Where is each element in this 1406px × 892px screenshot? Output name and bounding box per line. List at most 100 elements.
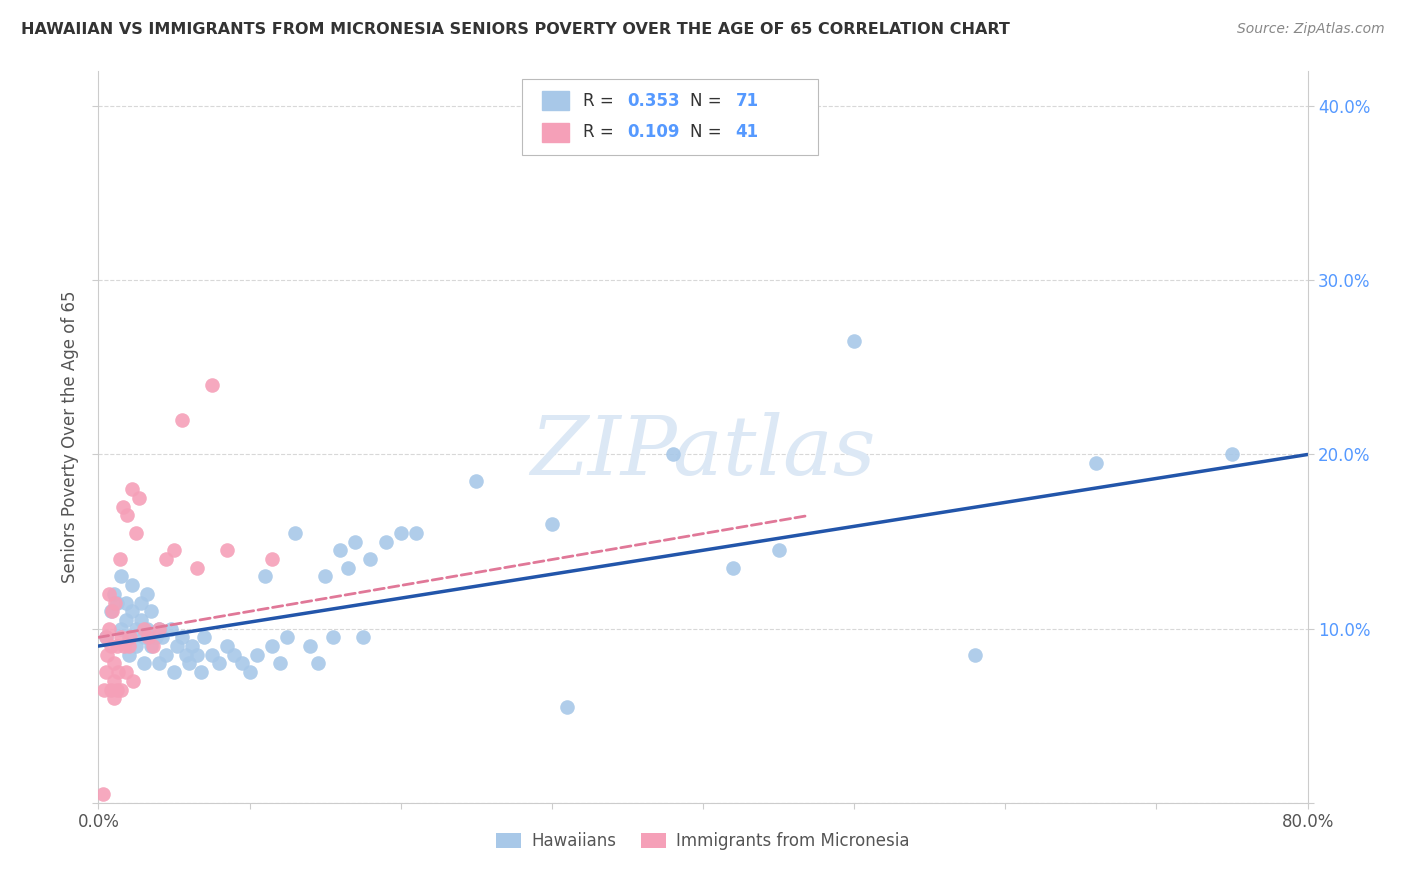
Point <box>98 622 121 636</box>
Point <box>465 474 488 488</box>
Point <box>160 622 183 636</box>
Point <box>186 648 208 662</box>
Point <box>135 587 157 601</box>
Text: R =: R = <box>583 123 619 141</box>
Point <box>360 552 382 566</box>
Point <box>93 682 115 697</box>
Point <box>374 534 396 549</box>
Point <box>269 657 291 671</box>
Point <box>108 552 131 566</box>
Point <box>111 500 134 514</box>
Point <box>405 525 427 540</box>
Point <box>262 552 284 566</box>
Point <box>103 673 125 688</box>
Point <box>179 657 201 671</box>
Point <box>844 334 866 349</box>
Point <box>94 631 117 645</box>
Point <box>284 525 307 540</box>
Point <box>208 657 231 671</box>
Point <box>148 622 170 636</box>
Point <box>114 613 136 627</box>
Point <box>121 604 143 618</box>
Point <box>215 639 238 653</box>
Point <box>105 682 128 697</box>
Point <box>215 543 238 558</box>
Point <box>136 631 159 645</box>
Point <box>122 673 145 688</box>
Point <box>91 787 114 801</box>
Text: Source: ZipAtlas.com: Source: ZipAtlas.com <box>1237 22 1385 37</box>
Text: 0.353: 0.353 <box>627 92 679 110</box>
Point <box>150 631 173 645</box>
Point <box>94 665 117 680</box>
Point <box>299 639 322 653</box>
Point <box>166 639 188 653</box>
Point <box>155 552 177 566</box>
Point <box>329 543 352 558</box>
Bar <box>543 91 569 110</box>
Point <box>141 639 163 653</box>
Point <box>110 622 132 636</box>
Point <box>145 631 167 645</box>
Point <box>125 639 148 653</box>
Point <box>1085 456 1108 470</box>
Point <box>555 700 578 714</box>
Point <box>262 639 284 653</box>
Point <box>190 665 212 680</box>
Point <box>129 595 152 609</box>
Point <box>170 631 193 645</box>
Point <box>132 622 155 636</box>
Point <box>103 691 125 706</box>
Point <box>100 639 122 653</box>
Point <box>307 657 329 671</box>
Point <box>100 604 122 618</box>
Point <box>314 569 336 583</box>
Point <box>129 613 152 627</box>
Point <box>389 525 412 540</box>
Point <box>141 604 163 618</box>
FancyBboxPatch shape <box>522 78 818 155</box>
Point <box>94 631 117 645</box>
Point <box>118 639 141 653</box>
Point <box>101 604 124 618</box>
Point <box>128 491 150 505</box>
Point <box>1220 448 1243 462</box>
Point <box>132 631 155 645</box>
Point <box>148 622 170 636</box>
Text: N =: N = <box>690 123 727 141</box>
Point <box>344 534 367 549</box>
Point <box>96 648 118 662</box>
Point <box>163 665 186 680</box>
Point <box>246 648 269 662</box>
Point <box>114 665 136 680</box>
Point <box>170 412 193 426</box>
Point <box>104 595 127 609</box>
Point <box>768 543 790 558</box>
Point <box>253 569 276 583</box>
Point <box>142 639 165 653</box>
Point <box>336 560 359 574</box>
Point <box>118 631 141 645</box>
Point <box>110 569 132 583</box>
Point <box>193 631 215 645</box>
Text: 71: 71 <box>735 92 759 110</box>
Point <box>110 631 132 645</box>
Point <box>107 665 129 680</box>
Text: N =: N = <box>690 92 727 110</box>
Bar <box>543 122 569 142</box>
Point <box>135 622 157 636</box>
Point <box>276 631 298 645</box>
Y-axis label: Seniors Poverty Over the Age of 65: Seniors Poverty Over the Age of 65 <box>60 291 79 583</box>
Point <box>322 631 344 645</box>
Point <box>98 587 121 601</box>
Text: ZIPatlas: ZIPatlas <box>530 412 876 491</box>
Point <box>103 587 125 601</box>
Point <box>201 648 224 662</box>
Point <box>352 631 374 645</box>
Text: 41: 41 <box>735 123 759 141</box>
Point <box>661 448 683 462</box>
Point <box>723 560 745 574</box>
Point <box>105 639 128 653</box>
Point <box>148 657 170 671</box>
Point <box>132 657 155 671</box>
